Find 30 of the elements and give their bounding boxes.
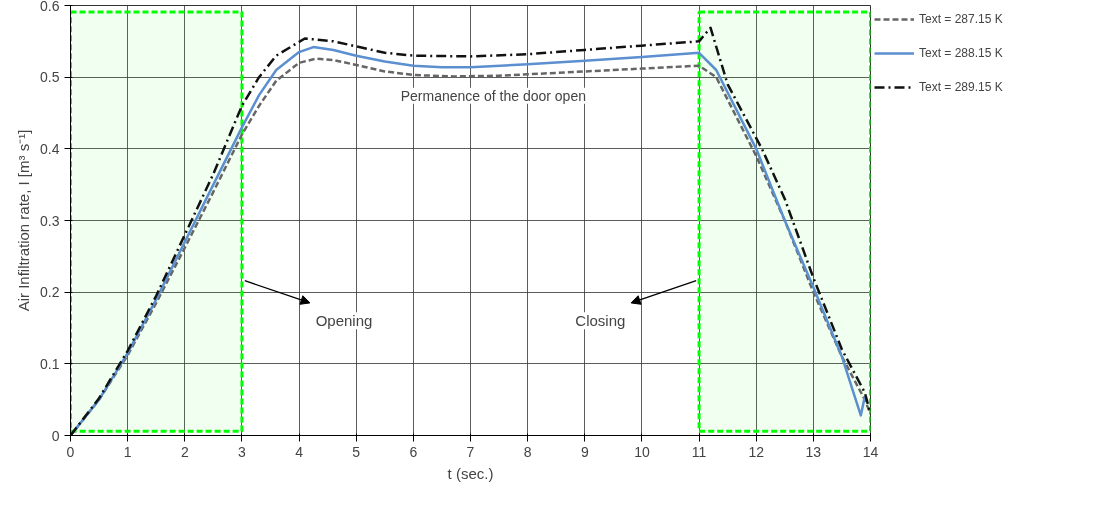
annotation: Opening: [315, 312, 373, 330]
x-tick-label: 12: [748, 443, 765, 460]
y-tick-label: 0.4: [40, 140, 60, 157]
y-axis-title: Air Infiltration rate, I [m³ s⁻¹]: [15, 129, 33, 312]
x-tick-label: 6: [409, 443, 418, 460]
x-tick-label: 3: [238, 443, 247, 460]
x-tick-label: 1: [123, 443, 132, 460]
x-tick-label: 9: [580, 443, 589, 460]
y-tick-label: 0.3: [40, 212, 60, 229]
x-tick-label: 2: [180, 443, 189, 460]
y-tick-label: 0.5: [40, 69, 60, 86]
y-tick-label: 0: [51, 427, 60, 444]
y-tick-label: 0.2: [40, 284, 60, 301]
x-axis-title: t (sec.): [447, 464, 494, 482]
x-tick-label: 5: [352, 443, 361, 460]
x-tick-label: 4: [295, 443, 304, 460]
legend-label: Text = 289.15 K: [919, 80, 1003, 94]
x-tick-label: 11: [691, 443, 707, 460]
x-tick-label: 7: [466, 443, 475, 460]
y-tick-label: 0.1: [40, 355, 60, 372]
legend-label: Text = 288.15 K: [919, 46, 1003, 60]
annotation: Permanence of the door open: [400, 87, 586, 104]
x-tick-label: 8: [523, 443, 532, 460]
x-tick-label: 10: [634, 443, 650, 460]
annotation: Closing: [575, 312, 626, 330]
x-tick-label: 13: [805, 443, 822, 460]
y-tick-label: 0.6: [40, 0, 60, 14]
legend-label: Text = 287.15 K: [919, 12, 1003, 26]
x-tick-label: 14: [862, 443, 879, 460]
x-tick-label: 0: [66, 443, 75, 460]
